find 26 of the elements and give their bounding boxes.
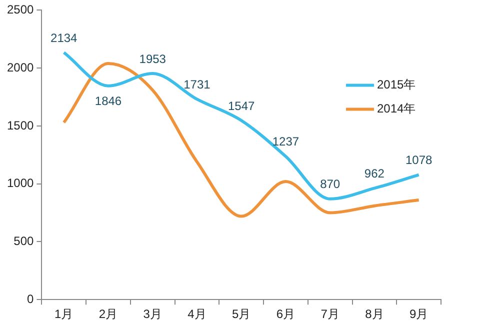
y-tick-label: 500 [14,234,34,248]
data-label: 1846 [94,94,122,108]
y-tick-label: 2500 [6,2,34,17]
data-label: 1237 [272,134,300,149]
x-tick-label: 9月 [409,307,428,322]
data-label: 870 [320,177,340,192]
data-label: 1078 [405,153,432,168]
x-tick-label: 5月 [232,307,251,322]
x-tick-label: 6月 [276,307,296,322]
y-tick-label: 2000 [6,60,34,74]
data-label: 1731 [184,78,211,92]
x-tick-label: 3月 [143,307,162,322]
legend-label: 2014年 [377,102,416,116]
data-label: 1953 [139,52,166,66]
y-tick-label: 0 [27,292,34,306]
y-tick-label: 1000 [6,176,34,190]
legend-label: 2015年 [377,78,416,92]
x-tick-label: 1月 [54,307,74,322]
y-tick-label: 1500 [6,118,34,132]
x-tick-label: 4月 [188,307,206,322]
data-label: 962 [364,166,385,181]
x-tick-label: 8月 [365,307,384,322]
data-label: 2134 [50,30,78,45]
x-tick-label: 2月 [98,307,118,322]
x-tick-label: 7月 [320,307,340,322]
data-label: 1547 [228,98,256,113]
